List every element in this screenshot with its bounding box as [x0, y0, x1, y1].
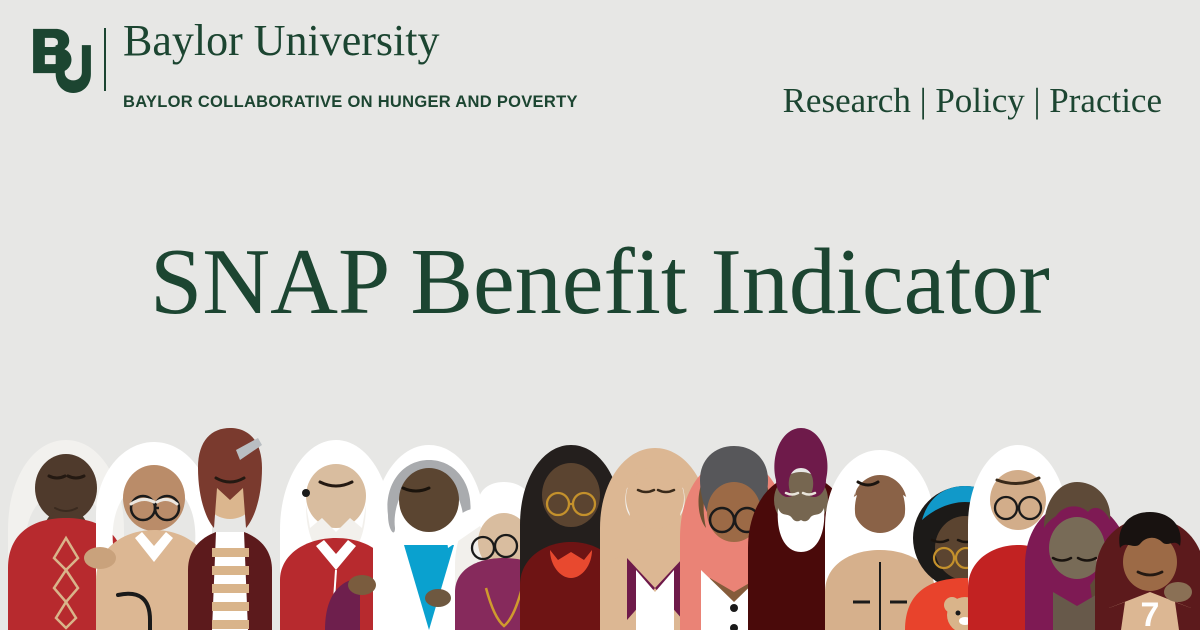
svg-text:7: 7: [1141, 596, 1160, 630]
